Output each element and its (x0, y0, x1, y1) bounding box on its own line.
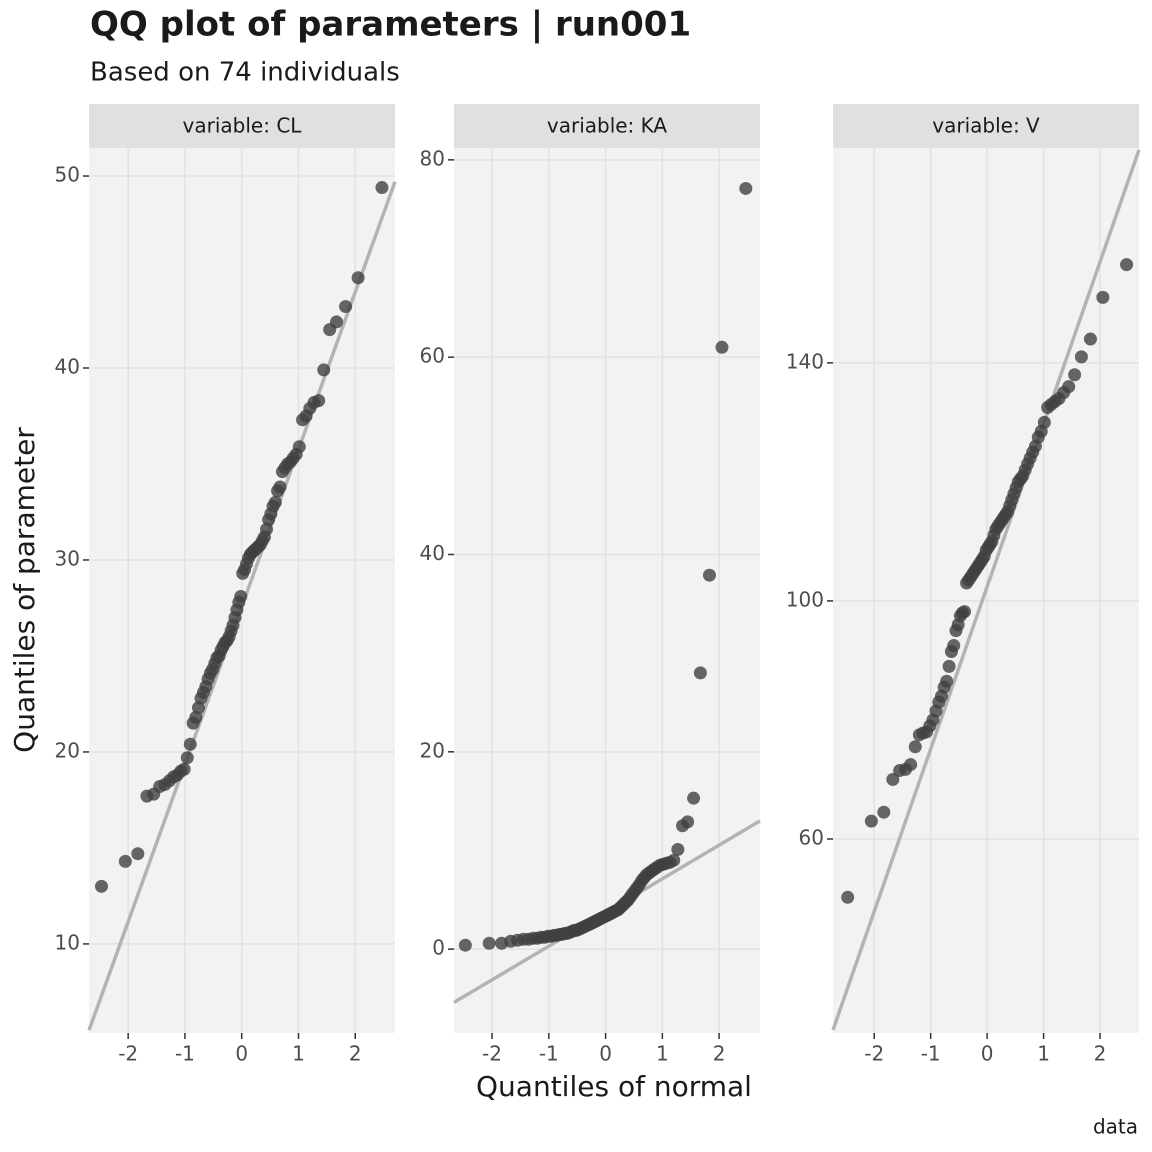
point (268, 495, 282, 509)
x-tick-label: -2 (864, 1042, 884, 1066)
point (458, 938, 472, 952)
x-tick-label: 2 (349, 1042, 362, 1066)
point (183, 737, 197, 751)
point (940, 674, 954, 688)
point (351, 271, 365, 285)
y-tick-label: 20 (420, 738, 445, 762)
point (886, 772, 900, 786)
chart-subtitle: Based on 74 individuals (90, 58, 400, 88)
point (131, 847, 145, 861)
point (715, 340, 729, 354)
point (482, 936, 496, 950)
x-tick-label: 2 (1094, 1042, 1107, 1066)
point (330, 315, 344, 329)
strip-background (89, 104, 395, 148)
point (841, 890, 855, 904)
x-tick-label: -1 (539, 1042, 559, 1066)
y-tick-label: 40 (420, 541, 445, 565)
y-axis-label: Quantiles of parameter (8, 427, 41, 753)
point (339, 300, 353, 314)
point (234, 589, 248, 603)
strip-label: variable: KA (547, 114, 668, 138)
y-tick-label: 140 (786, 349, 824, 373)
point (702, 568, 716, 582)
x-axis-label: Quantiles of normal (476, 1070, 752, 1103)
y-tick-label: 50 (55, 163, 80, 187)
point (375, 181, 389, 195)
point (1068, 368, 1082, 382)
x-tick-label: 2 (713, 1042, 726, 1066)
x-tick-label: -1 (175, 1042, 195, 1066)
y-tick-label: 10 (55, 930, 80, 954)
point (118, 854, 132, 868)
x-tick-label: 0 (981, 1042, 994, 1066)
x-tick-label: 0 (235, 1042, 248, 1066)
point (1037, 415, 1051, 429)
y-tick-label: 30 (55, 546, 80, 570)
point (864, 814, 878, 828)
point (693, 666, 707, 680)
strip-background (833, 104, 1139, 148)
y-tick-label: 60 (420, 344, 445, 368)
y-tick-label: 40 (55, 355, 80, 379)
point (1096, 290, 1110, 304)
x-tick-label: 1 (1037, 1042, 1050, 1066)
point (947, 639, 961, 653)
x-tick-label: 1 (656, 1042, 669, 1066)
y-tick-label: 80 (420, 146, 445, 170)
point (1062, 380, 1076, 394)
strip-label: variable: V (932, 114, 1040, 138)
reference-line (831, 149, 1141, 1031)
y-tick-label: 100 (786, 587, 824, 611)
point (904, 758, 918, 772)
y-tick-label: 20 (55, 738, 80, 762)
point (317, 363, 331, 377)
x-tick-label: -2 (482, 1042, 502, 1066)
strip-label: variable: CL (183, 114, 303, 138)
chart-title: QQ plot of parameters | run001 (90, 5, 691, 45)
y-tick-label: 0 (432, 936, 445, 960)
panel-background (454, 148, 760, 1033)
point (739, 181, 753, 195)
caption: data (1093, 1115, 1138, 1139)
x-tick-label: 0 (599, 1042, 612, 1066)
point (1083, 332, 1097, 346)
x-tick-label: -2 (118, 1042, 138, 1066)
point (877, 805, 891, 819)
point (908, 740, 922, 754)
point (1074, 350, 1088, 364)
point (681, 815, 695, 829)
point (958, 605, 972, 619)
x-tick-label: 1 (292, 1042, 305, 1066)
y-tick-label: 60 (799, 825, 824, 849)
point (177, 762, 191, 776)
x-tick-label: -1 (921, 1042, 941, 1066)
point (671, 842, 685, 856)
point (667, 853, 681, 867)
point (1120, 258, 1134, 272)
point (312, 394, 326, 408)
point (273, 480, 287, 494)
point (687, 791, 701, 805)
point (942, 659, 956, 673)
point (180, 751, 194, 765)
point (292, 440, 306, 454)
point (94, 879, 108, 893)
strip-background (454, 104, 760, 148)
